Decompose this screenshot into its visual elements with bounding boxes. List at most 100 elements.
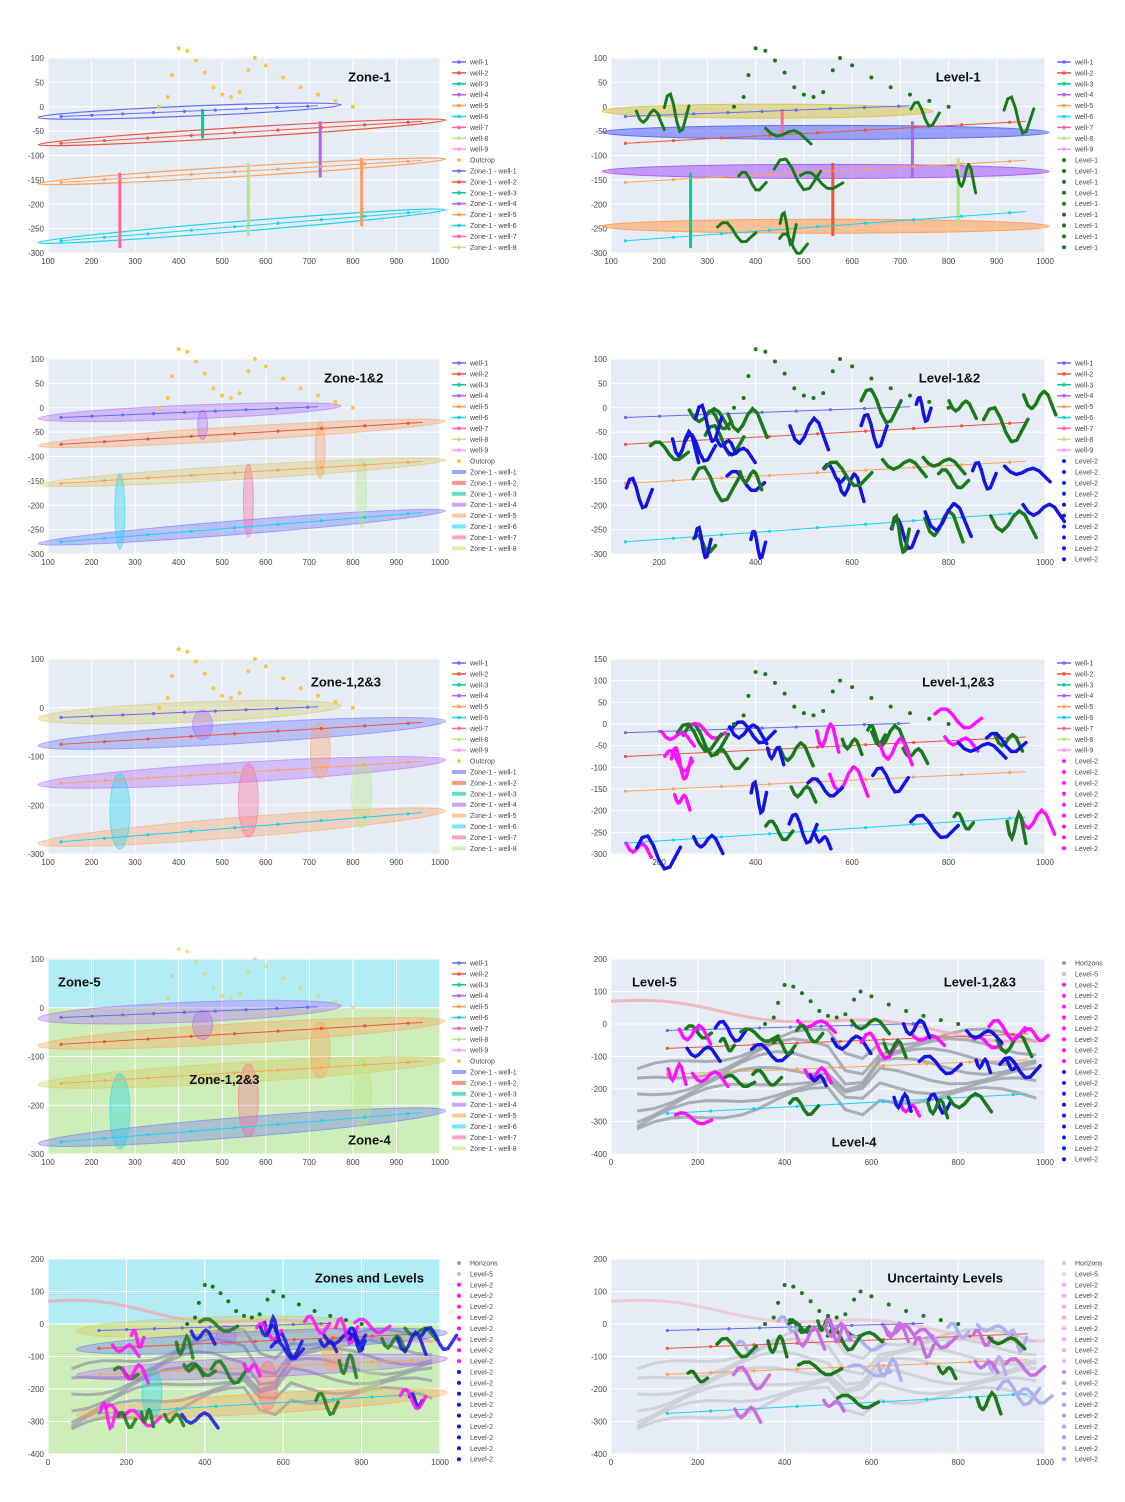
well-marker — [102, 536, 107, 540]
well-marker — [726, 111, 730, 115]
outcrop-point — [746, 374, 751, 379]
legend-swatch-marker — [1062, 693, 1066, 698]
y-tick-label: 100 — [594, 988, 608, 997]
x-tick-label: 200 — [653, 257, 667, 266]
legend-label: Zone-1 - well-7 — [470, 234, 517, 241]
legend-swatch-marker — [1062, 103, 1066, 108]
outcrop-point — [811, 396, 816, 400]
well-marker — [319, 1026, 323, 1031]
legend-label: well-7 — [469, 125, 488, 132]
legend-label: well-8 — [469, 136, 488, 143]
x-tick-label: 600 — [259, 257, 273, 266]
well-marker — [815, 225, 820, 229]
outcrop-point — [170, 674, 175, 679]
zone-ellipse — [37, 118, 447, 147]
level-segment — [845, 1335, 887, 1352]
legend-label: Level-5 — [1075, 1271, 1098, 1278]
well-marker — [864, 468, 868, 472]
horizon-line — [636, 1085, 1037, 1131]
well-marker — [406, 159, 410, 163]
level-segment — [778, 232, 809, 255]
level-segment — [788, 1096, 821, 1117]
legend-swatch — [1062, 234, 1066, 239]
outcrop-point — [886, 1002, 891, 1007]
level-segment — [693, 525, 713, 561]
well-marker — [696, 1328, 700, 1332]
legend-label: well-6 — [1074, 715, 1093, 722]
legend-label: well-3 — [469, 81, 488, 88]
outcrop-point — [799, 1291, 804, 1296]
well-line — [625, 159, 1026, 183]
level-segment — [981, 405, 1030, 444]
well-marker — [1008, 120, 1012, 124]
legend-label: Level-2 — [1075, 824, 1098, 831]
legend-label: Level-2 — [1075, 1391, 1098, 1398]
well-marker — [692, 112, 696, 116]
horizon-line — [636, 1066, 1037, 1124]
well-marker — [232, 432, 237, 436]
well-marker — [671, 787, 676, 791]
y-tick-label: -50 — [595, 742, 607, 751]
outcrop-point — [830, 369, 835, 374]
outcrop-point — [333, 399, 338, 404]
legend-label: Level-2 — [1075, 1402, 1098, 1409]
level-segment — [777, 740, 816, 769]
level-segment — [666, 1061, 688, 1087]
well-marker — [912, 465, 916, 470]
well-marker — [319, 519, 323, 523]
well-marker — [1008, 211, 1012, 215]
level-segment — [713, 1019, 749, 1043]
x-tick-label: 800 — [952, 1158, 966, 1167]
well-marker — [97, 1372, 101, 1376]
well-marker — [253, 1339, 257, 1343]
legend-label: Outcrop — [470, 158, 495, 165]
legend-swatch-marker — [457, 1026, 461, 1031]
legend-label: Level-2 — [470, 1446, 493, 1453]
legend-label: Zone-1 - well-7 — [470, 835, 517, 842]
level-segment — [974, 1056, 993, 1075]
x-tick-label: 100 — [41, 558, 55, 567]
legend-label: Level-2 — [1075, 1457, 1098, 1464]
level-segment — [1021, 502, 1067, 525]
well-marker — [671, 178, 676, 182]
well-marker — [767, 473, 772, 478]
y-tick-label: -200 — [591, 200, 608, 209]
legend-swatch — [457, 1370, 461, 1374]
well-marker — [232, 131, 237, 135]
level-segment — [337, 1350, 359, 1380]
well-marker — [370, 1360, 374, 1364]
y-tick-label: -100 — [591, 763, 608, 772]
x-tick-label: 300 — [128, 558, 142, 567]
well-marker — [363, 123, 367, 127]
level-segment — [663, 748, 696, 773]
outcrop-point — [165, 396, 170, 400]
y-tick-label: 0 — [603, 1320, 608, 1329]
well-zone-ellipse — [351, 758, 373, 828]
outcrop-point — [792, 85, 797, 90]
outcrop-point — [869, 75, 874, 80]
well-marker — [1011, 1393, 1015, 1397]
legend-label: Level-2 — [1075, 1026, 1098, 1033]
legend-label: Level-2 — [1075, 1135, 1098, 1142]
legend-label: Level-2 — [470, 1348, 493, 1355]
legend-label: well-1 — [469, 661, 488, 668]
x-tick-label: 400 — [778, 1458, 792, 1467]
well-marker — [189, 228, 193, 232]
well-marker — [406, 460, 410, 464]
well-marker — [232, 1126, 237, 1130]
well-marker — [319, 1322, 323, 1326]
well-marker — [102, 1040, 107, 1044]
outcrop-point — [316, 92, 321, 97]
legend-swatch — [1062, 535, 1066, 540]
panel-annotation: Zone-1&2 — [324, 371, 383, 386]
well-marker — [102, 440, 107, 444]
outcrop-point — [202, 70, 207, 75]
well-marker — [896, 104, 901, 108]
level-segment — [909, 100, 941, 128]
legend-label: Level-2 — [1075, 480, 1098, 487]
legend-swatch — [1062, 169, 1066, 173]
legend-label: Level-2 — [1075, 1326, 1098, 1333]
well-marker — [121, 713, 125, 717]
outcrop-point — [249, 1315, 254, 1320]
well-marker — [189, 773, 193, 778]
